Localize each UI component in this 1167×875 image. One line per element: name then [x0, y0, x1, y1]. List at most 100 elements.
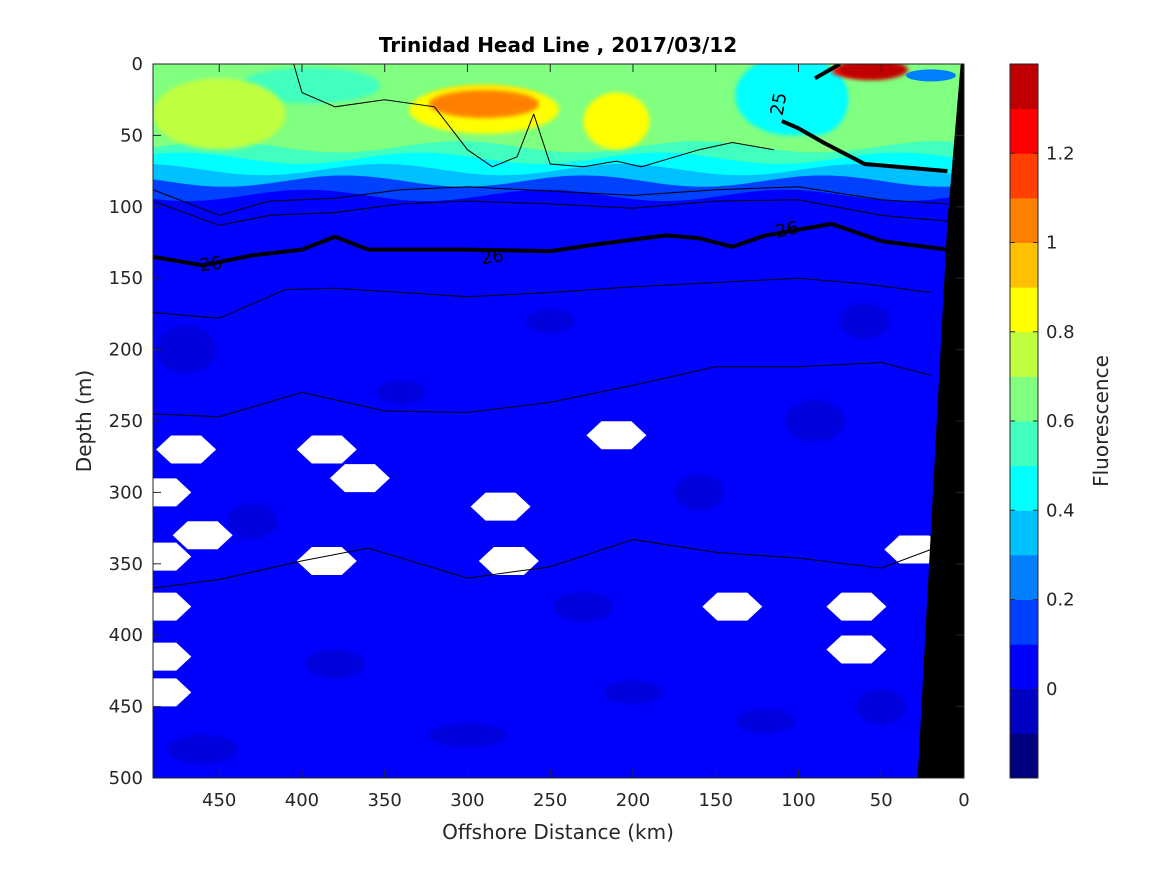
y-tick-label: 450 — [109, 697, 143, 718]
plot-area — [153, 64, 964, 778]
missing-data-patch — [884, 535, 945, 564]
x-tick-label: 250 — [533, 790, 567, 811]
contour-line — [153, 221, 948, 268]
missing-data-patch — [826, 635, 887, 664]
x-tick-label: 150 — [699, 790, 733, 811]
colorbar-segment — [1010, 287, 1038, 333]
colorbar-segment — [1010, 465, 1038, 511]
contour-line — [153, 199, 948, 226]
deep-field-patch — [839, 303, 890, 340]
contour-label: 25 — [767, 91, 792, 117]
missing-data-patch — [153, 592, 192, 621]
colorbar-segment — [1010, 331, 1038, 377]
missing-data-patch — [826, 592, 887, 621]
x-tick-label: 400 — [285, 790, 319, 811]
missing-data-patch — [153, 542, 192, 571]
contour-label: 26 — [480, 245, 506, 269]
x-axis-label: Offshore Distance (km) — [442, 820, 674, 844]
missing-data-patch — [153, 642, 192, 671]
deep-field-patch — [167, 734, 238, 765]
colorbar-segment — [1010, 64, 1038, 110]
contour-line — [781, 119, 948, 174]
y-tick-label: 200 — [109, 340, 143, 361]
contour-line — [153, 277, 931, 319]
x-tick-label: 200 — [616, 790, 650, 811]
x-tick-label: 350 — [368, 790, 402, 811]
y-tick-label: 0 — [132, 54, 143, 75]
seafloor-bathymetry — [917, 64, 964, 778]
missing-data-patches — [153, 421, 945, 707]
y-tick-label: 300 — [109, 482, 143, 503]
contour-line — [293, 64, 535, 168]
missing-data-patch — [172, 521, 233, 550]
colorbar-tick-label: 1 — [1046, 233, 1057, 254]
missing-data-patch — [329, 464, 390, 493]
deep-field-patch — [427, 723, 508, 748]
y-tick-label: 250 — [109, 411, 143, 432]
surface-feature — [781, 64, 849, 136]
contour-label: 26 — [198, 252, 224, 276]
x-tick-label: 450 — [202, 790, 236, 811]
missing-data-patch — [296, 546, 357, 575]
colorbar-segment — [1010, 421, 1038, 467]
missing-data-patch — [153, 478, 192, 507]
deep-field-patch — [674, 474, 725, 511]
chart-title: Trinidad Head Line , 2017/03/12 — [379, 33, 737, 57]
colorbar-segment — [1010, 688, 1038, 734]
contour-label: 26 — [774, 217, 801, 242]
colorbar-segment — [1010, 108, 1038, 154]
missing-data-patch — [156, 435, 217, 464]
density-contours — [153, 64, 948, 589]
contour-line — [533, 113, 774, 168]
colorbar-segment — [1010, 197, 1038, 243]
x-tick-label: 300 — [450, 790, 484, 811]
deep-field-patch — [735, 708, 796, 733]
missing-data-patch — [478, 546, 539, 575]
missing-data-patch — [702, 592, 763, 621]
colorbar-segment — [1010, 554, 1038, 600]
y-tick-label: 100 — [109, 197, 143, 218]
deep-field-patch — [156, 325, 217, 374]
deep-field-patch — [602, 680, 663, 705]
deep-field-patch — [376, 380, 427, 405]
fluorescence-field — [153, 64, 964, 778]
surface-feature — [429, 89, 540, 118]
x-tick-label: 50 — [870, 790, 893, 811]
deep-field-patch — [856, 688, 907, 725]
colorbar-segment — [1010, 153, 1038, 199]
colorbar-tick-label: 1.2 — [1046, 143, 1075, 164]
y-axis-label: Depth (m) — [72, 370, 96, 472]
colorbar-tick-label: 0.2 — [1046, 590, 1075, 611]
x-axis: 450 400 350 300 250 200 150 100 50 0 — [202, 64, 970, 811]
contour-labels: 26 26 25 26 — [198, 91, 800, 276]
surface-feature — [153, 78, 286, 150]
deep-field-patch — [525, 309, 576, 334]
missing-data-patch — [296, 435, 357, 464]
contour-line — [153, 186, 948, 216]
y-tick-label: 350 — [109, 554, 143, 575]
colorbar: 0 0.2 0.4 0.6 0.8 1 1.2 — [1009, 63, 1075, 779]
colorbar-segment — [1010, 599, 1038, 645]
deep-field-patch — [785, 400, 846, 442]
y-tick-label: 50 — [120, 125, 143, 146]
x-tick-label: 0 — [958, 790, 969, 811]
surface-feature — [837, 64, 908, 80]
y-axis: 0 50 100 150 200 250 300 350 400 450 500 — [109, 54, 964, 789]
y-tick-label: 500 — [109, 768, 143, 789]
colorbar-segment — [1010, 733, 1038, 779]
colorbar-segment — [1010, 644, 1038, 690]
missing-data-patch — [153, 678, 192, 707]
surface-feature — [905, 69, 956, 82]
colorbar-tick-label: 0.4 — [1046, 500, 1075, 521]
colorbar-segment — [1010, 510, 1038, 556]
colorbar-tick-label: 0 — [1046, 679, 1057, 700]
y-tick-label: 400 — [109, 625, 143, 646]
contour-line — [153, 538, 932, 589]
colorbar-tick-label: 0.8 — [1046, 322, 1075, 343]
surface-feature — [240, 67, 381, 104]
contour-line — [814, 64, 841, 81]
colorbar-segment — [1010, 376, 1038, 422]
missing-data-patch — [586, 421, 647, 450]
colorbar-tick-label: 0.6 — [1046, 411, 1075, 432]
